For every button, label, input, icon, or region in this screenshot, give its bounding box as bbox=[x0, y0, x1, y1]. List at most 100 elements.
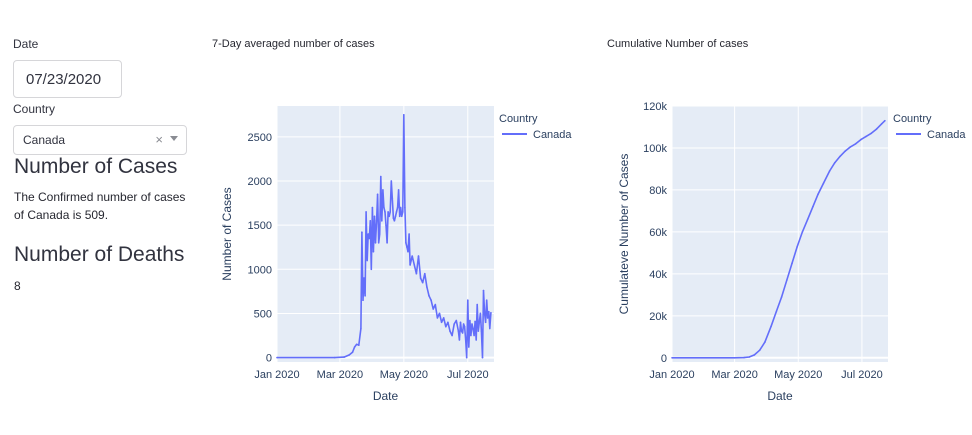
data-point bbox=[438, 312, 441, 315]
data-point bbox=[361, 231, 363, 233]
cases-text-line-2: of Canada is 509. bbox=[14, 208, 109, 222]
data-point bbox=[467, 299, 469, 302]
date-input[interactable] bbox=[13, 60, 122, 98]
country-select[interactable]: Canada × bbox=[13, 125, 187, 155]
data-point bbox=[402, 211, 404, 213]
data-point bbox=[478, 321, 481, 324]
data-point bbox=[398, 215, 401, 218]
x-axis-title: Date bbox=[373, 389, 399, 403]
data-point bbox=[358, 344, 360, 347]
data-point bbox=[353, 346, 356, 348]
data-point bbox=[377, 242, 380, 244]
y-tick-label: 40k bbox=[649, 269, 667, 281]
data-point bbox=[384, 211, 386, 213]
data-point bbox=[364, 295, 366, 297]
data-point bbox=[409, 264, 411, 266]
data-point bbox=[461, 332, 464, 334]
deaths-heading: Number of Deaths bbox=[14, 243, 185, 266]
x-tick-label: May 2020 bbox=[774, 369, 822, 381]
legend-title: Country bbox=[499, 113, 538, 125]
data-point bbox=[411, 255, 414, 257]
x-tick-label: Jan 2020 bbox=[649, 369, 694, 381]
data-point bbox=[489, 327, 491, 330]
data-point bbox=[362, 299, 364, 302]
y-tick-label: 1000 bbox=[248, 264, 272, 276]
data-point bbox=[424, 272, 426, 275]
data-point bbox=[370, 268, 373, 271]
data-point bbox=[430, 299, 432, 302]
data-point bbox=[415, 272, 418, 275]
data-point bbox=[485, 299, 488, 302]
data-point bbox=[394, 215, 397, 218]
data-point bbox=[380, 175, 382, 178]
data-point bbox=[408, 233, 410, 235]
deaths-value: 8 bbox=[14, 279, 21, 293]
y-tick-label: 1500 bbox=[248, 220, 272, 232]
data-point bbox=[476, 303, 479, 306]
x-tick-label: Jul 2020 bbox=[841, 369, 883, 381]
data-point bbox=[796, 245, 798, 248]
y-tick-label: 500 bbox=[254, 308, 272, 320]
data-point bbox=[671, 357, 673, 359]
data-point bbox=[363, 277, 365, 279]
data-point bbox=[392, 217, 395, 219]
data-point bbox=[395, 211, 398, 213]
cases-heading: Number of Cases bbox=[14, 155, 178, 178]
data-point bbox=[791, 262, 793, 265]
data-point bbox=[389, 211, 392, 213]
data-point bbox=[470, 334, 472, 337]
chart-title-cumulative: Cumulative Number of cases bbox=[607, 38, 749, 50]
data-point bbox=[865, 135, 867, 138]
data-point bbox=[468, 346, 470, 348]
y-axis-title: Cumulateve Number of Cases bbox=[617, 154, 631, 315]
data-point bbox=[483, 312, 486, 315]
data-point bbox=[434, 303, 437, 306]
data-point bbox=[373, 215, 376, 218]
data-point bbox=[880, 123, 883, 125]
data-point bbox=[393, 220, 396, 222]
cases-text-line-1: The Confirmed number of cases bbox=[14, 190, 186, 204]
data-point bbox=[758, 349, 761, 352]
data-point bbox=[445, 325, 447, 328]
data-point bbox=[839, 155, 841, 158]
country-select-value: Canada bbox=[23, 133, 66, 147]
data-point bbox=[381, 220, 383, 222]
data-point bbox=[748, 356, 750, 358]
data-point bbox=[764, 341, 766, 343]
cases-text: The Confirmed number of cases of Canada … bbox=[14, 188, 185, 224]
data-point bbox=[428, 295, 430, 297]
data-point bbox=[484, 321, 487, 324]
legend-title: Country bbox=[893, 113, 932, 125]
data-point bbox=[828, 170, 831, 172]
y-axis-title: Number of Cases bbox=[220, 187, 234, 280]
data-point bbox=[770, 325, 772, 328]
y-tick-label: 120k bbox=[643, 101, 667, 113]
data-point bbox=[458, 339, 461, 341]
data-point bbox=[383, 206, 385, 209]
data-point bbox=[385, 224, 387, 226]
y-tick-label: 0 bbox=[266, 353, 272, 365]
data-point bbox=[442, 317, 445, 319]
x-tick-label: Mar 2020 bbox=[711, 369, 757, 381]
legend-entry: Canada bbox=[927, 129, 966, 141]
data-point bbox=[806, 218, 809, 221]
data-point bbox=[396, 206, 399, 209]
data-point bbox=[462, 323, 465, 325]
data-point bbox=[875, 128, 878, 130]
data-point bbox=[436, 317, 439, 319]
plot-background bbox=[672, 106, 888, 362]
data-point bbox=[382, 189, 384, 191]
series-line-canada bbox=[672, 120, 886, 359]
x-tick-label: May 2020 bbox=[380, 369, 428, 381]
data-point bbox=[406, 246, 408, 248]
clear-icon[interactable]: × bbox=[155, 132, 163, 147]
data-point bbox=[775, 310, 778, 313]
data-point bbox=[387, 211, 389, 213]
data-point bbox=[481, 356, 484, 359]
chevron-down-icon[interactable] bbox=[170, 136, 178, 141]
data-point bbox=[870, 132, 873, 135]
data-point bbox=[367, 233, 370, 235]
x-tick-label: Jan 2020 bbox=[254, 369, 299, 381]
data-point bbox=[486, 317, 489, 319]
